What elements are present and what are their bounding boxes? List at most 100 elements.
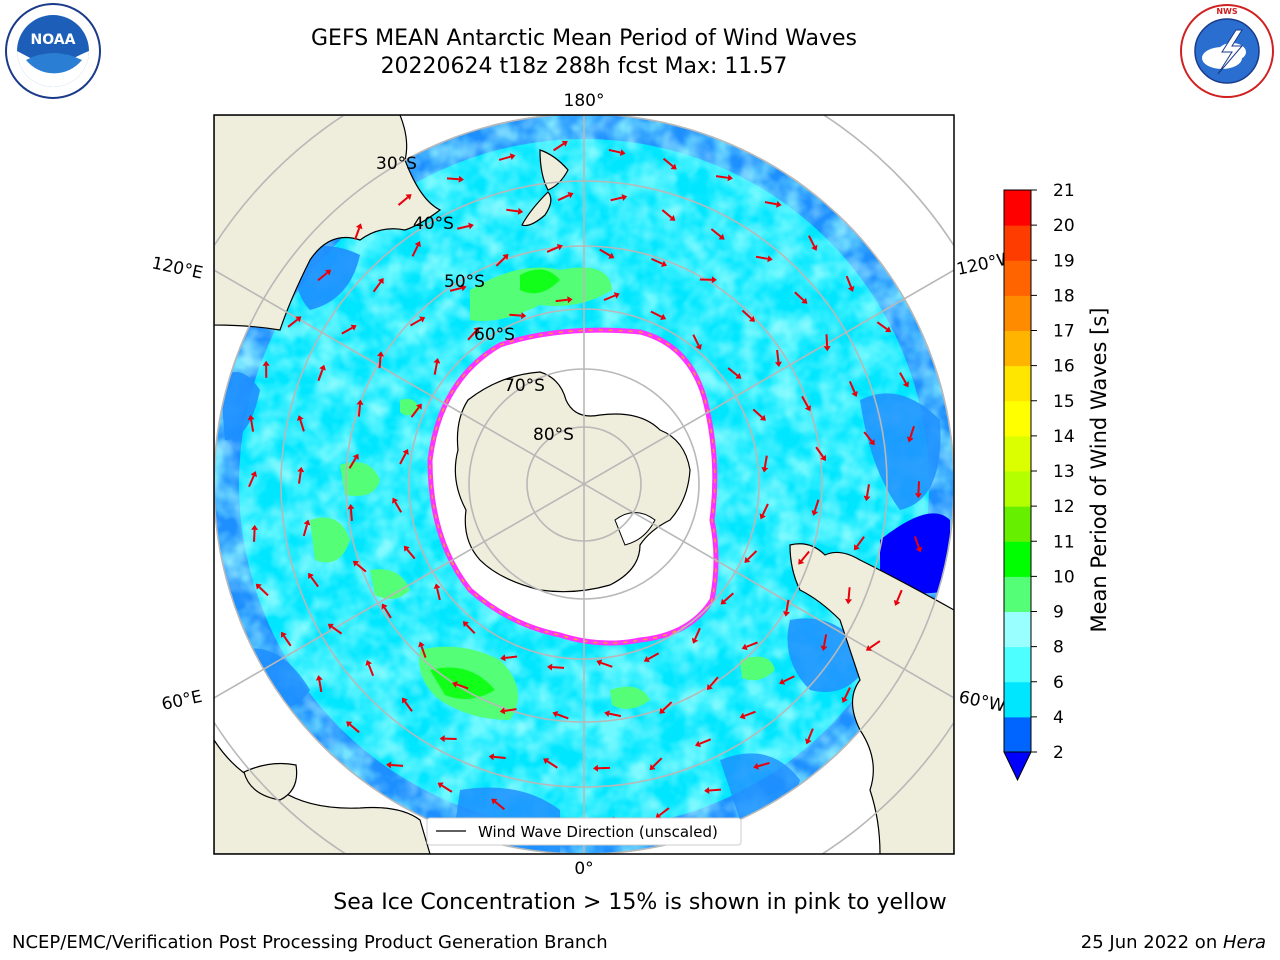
wind-wave-arrow-head xyxy=(906,436,914,443)
wind-wave-arrow-head xyxy=(670,163,677,170)
wind-wave-arrow-head xyxy=(811,510,819,516)
wind-wave-arrow xyxy=(498,155,511,161)
legend-label: Wind Wave Direction (unscaled) xyxy=(478,823,718,841)
wind-wave-arrow-head xyxy=(863,495,871,502)
noaa-logo: NOAA xyxy=(5,3,101,99)
wind-wave-arrow-head xyxy=(868,439,875,446)
wind-wave-arrow xyxy=(349,723,360,734)
wind-wave-arrow xyxy=(863,431,873,442)
wind-wave-arrow xyxy=(253,529,256,542)
wind-wave-arrow xyxy=(869,640,881,649)
colorbar: Mean Period of Wind Waves [s] 2 4 6 8 9 10 11 1… xyxy=(1003,181,1111,782)
wind-wave-arrow xyxy=(409,318,422,327)
colorbar-tick-label: 18 xyxy=(1053,286,1075,306)
wind-wave-arrow-head xyxy=(386,761,392,769)
colorbar-tick-label: 21 xyxy=(1053,181,1075,201)
wind-wave-arrow xyxy=(378,356,382,369)
wind-wave-arrow xyxy=(746,641,758,648)
wind-wave-arrow xyxy=(367,664,375,677)
wind-wave-arrow-head xyxy=(552,710,559,718)
wind-wave-arrow-head xyxy=(820,645,828,652)
wind-wave-arrow-head xyxy=(567,192,574,199)
wind-wave-arrow xyxy=(372,281,382,293)
wind-wave-arrow xyxy=(410,406,420,418)
wind-wave-arrow xyxy=(505,655,518,659)
wind-wave-arrow-head xyxy=(295,316,302,323)
wind-wave-arrow-head xyxy=(473,327,480,334)
footer-date: 25 Jun 2022 on Hera xyxy=(1081,932,1266,953)
wind-wave-arrow-head xyxy=(509,153,516,161)
wind-wave-arrow xyxy=(318,679,323,693)
colorbar-tick-label: 20 xyxy=(1053,216,1075,236)
madagascar-land xyxy=(243,762,298,801)
wind-wave-arrow xyxy=(743,710,756,717)
colorbar-segment xyxy=(1004,365,1031,402)
svg-text:NWS: NWS xyxy=(1216,7,1238,16)
colorbar-tick-label: 15 xyxy=(1053,392,1075,412)
sea-ice-caption: Sea Ice Concentration > 15% is shown in … xyxy=(333,890,947,915)
colorbar-segment xyxy=(1004,646,1031,683)
wind-wave-arrow xyxy=(504,708,517,712)
wind-wave-arrow-head xyxy=(767,255,773,263)
wind-wave-arrow-head xyxy=(381,603,388,610)
wind-wave-arrow xyxy=(747,550,758,561)
wind-wave-arrow-head xyxy=(847,285,855,292)
wind-wave-arrow xyxy=(495,256,506,267)
wind-wave-arrow xyxy=(433,362,438,375)
lon-label-180: 180° xyxy=(564,91,605,111)
lat-label-60s: 60°S xyxy=(474,325,515,345)
wind-wave-arrow-head xyxy=(415,403,422,410)
wind-wave-arrow-head xyxy=(433,358,441,364)
wind-wave-arrow xyxy=(441,784,453,793)
wind-wave-arrow xyxy=(555,298,568,303)
wind-wave-arrow xyxy=(909,425,915,438)
colorbar-tick-label: 4 xyxy=(1053,708,1064,728)
wind-wave-arrow-head xyxy=(543,758,550,765)
wind-wave-arrow xyxy=(866,484,870,497)
wind-wave-arrow-head xyxy=(711,276,717,284)
wind-wave-arrow xyxy=(650,310,663,318)
wind-wave-arrow-head xyxy=(695,740,701,748)
wind-wave-arrow xyxy=(764,201,777,206)
wind-wave-arrow xyxy=(436,588,441,601)
wind-wave-arrow xyxy=(404,700,413,712)
wind-wave-arrow xyxy=(608,712,622,718)
wind-wave-arrow xyxy=(394,501,403,513)
wind-wave-arrow xyxy=(449,286,462,292)
wind-wave-arrow-head xyxy=(691,637,699,644)
wind-wave-arrow-head xyxy=(811,244,818,251)
map-title: GEFS MEAN Antarctic Mean Period of Wind … xyxy=(311,26,857,51)
wind-wave-arrow-head xyxy=(865,644,873,651)
wind-wave-arrow-head xyxy=(262,360,270,366)
wind-wave-arrow-head xyxy=(521,312,527,320)
colorbar-tick-label: 11 xyxy=(1053,532,1075,552)
colorbar-segment xyxy=(1004,541,1031,577)
wind-wave-arrow-head xyxy=(735,372,742,379)
footer-date-text: 25 Jun 2022 on xyxy=(1080,932,1223,953)
wind-wave-arrow-head xyxy=(377,351,385,357)
wind-wave-arrow-head xyxy=(517,207,524,215)
wind-wave-arrow xyxy=(420,645,427,658)
wind-wave-arrow xyxy=(801,395,809,408)
wind-wave-arrow-head xyxy=(804,405,811,412)
wind-wave-arrow-head xyxy=(748,315,756,322)
wind-wave-arrow xyxy=(603,294,616,302)
wind-wave-arrow-head xyxy=(437,782,444,789)
wind-wave-arrow xyxy=(807,235,816,247)
wind-wave-arrow xyxy=(715,175,729,179)
wind-wave-arrow xyxy=(815,446,824,458)
wind-wave-arrow xyxy=(763,455,768,468)
wind-wave-arrow xyxy=(509,313,522,317)
wind-wave-arrow xyxy=(662,701,673,712)
wind-wave-arrow-head xyxy=(851,391,858,397)
wind-wave-arrow-head xyxy=(706,684,713,691)
wind-wave-arrow xyxy=(783,675,795,683)
wind-wave-arrow xyxy=(692,334,700,346)
wind-wave-arrow-head xyxy=(468,222,474,230)
wind-wave-arrow xyxy=(556,713,569,720)
colorbar-tick-label: 8 xyxy=(1053,638,1064,658)
wind-wave-arrow-head xyxy=(820,454,826,461)
colorbar-tick-label: 17 xyxy=(1053,322,1075,342)
lat-label-30s: 30°S xyxy=(376,154,417,174)
wind-wave-arrow-head xyxy=(655,812,662,819)
